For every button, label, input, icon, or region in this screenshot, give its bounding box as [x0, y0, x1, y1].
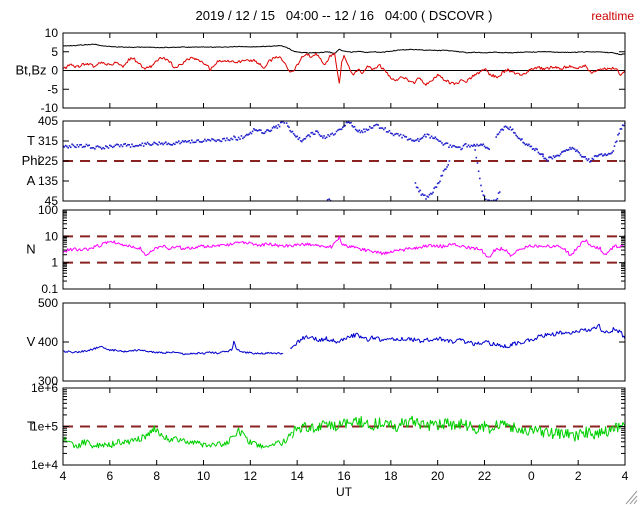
series-n	[63, 235, 625, 258]
panel-label-btbz: Bt,Bz	[15, 63, 46, 78]
series-bz	[63, 52, 625, 86]
x-tick-label: 8	[153, 469, 160, 483]
panel-temperature: 1e+6 1e+5 1e+4 T	[27, 381, 626, 472]
series-bt	[63, 43, 625, 56]
panel-label-v: V	[27, 334, 36, 349]
y-tick-label: 400	[38, 335, 58, 349]
y-tick-label: 1	[51, 256, 58, 270]
y-tick-label: 315	[38, 134, 58, 148]
series-v	[289, 323, 625, 349]
y-tick-label: 135	[38, 174, 58, 188]
x-tick-label: 22	[478, 469, 492, 483]
x-tick-label: 2	[575, 469, 582, 483]
series-t	[63, 425, 293, 449]
x-tick-label: 12	[244, 469, 258, 483]
series-v	[63, 340, 284, 356]
y-tick-label: 10	[45, 26, 59, 40]
panel-density: 100 10 1 0.1 N	[26, 203, 626, 296]
y-tick-label: 45	[45, 194, 59, 208]
panel-border	[62, 209, 626, 290]
resize-grip-icon	[618, 489, 638, 510]
x-tick-label: 10	[197, 469, 211, 483]
y-tick-label: 1e+6	[31, 381, 58, 395]
y-tick-label: 1e+5	[31, 420, 58, 434]
y-tick-label: 300	[38, 374, 58, 388]
x-tick-label: 18	[384, 469, 398, 483]
panel-phi: 405 315 225 135 45 T Phi A	[22, 114, 626, 208]
panel-label-a: A	[27, 173, 36, 188]
plot-title: 2019 / 12 / 15 04:00 -- 12 / 16 04:00 ( …	[195, 8, 493, 23]
realtime-badge: realtime	[591, 9, 634, 23]
series-t	[292, 415, 625, 442]
x-tick-label: 6	[106, 469, 113, 483]
x-tick-label: 0	[528, 469, 535, 483]
y-tick-label: 0	[51, 64, 58, 78]
y-tick-label: 225	[38, 154, 58, 168]
y-tick-label: -5	[47, 82, 58, 96]
y-tick-label: -10	[41, 101, 59, 115]
x-tick-label: 4	[622, 469, 629, 483]
x-tick-label: 14	[290, 469, 304, 483]
x-axis-title: UT	[336, 485, 352, 499]
x-axis-tick-labels: 4 6 8 10 12 14 16 18 20 22 0 2 4	[60, 469, 629, 483]
y-tick-label: 500	[38, 296, 58, 310]
x-tick-label: 16	[337, 469, 351, 483]
y-tick-label: 0.1	[41, 282, 58, 296]
panel-velocity: 500 400 300 V	[27, 296, 626, 388]
panel-bt-bz: 10 5 0 -5 -10 Bt,Bz	[15, 26, 626, 115]
y-tick-label: 405	[38, 114, 58, 128]
panel-label-n: N	[26, 242, 35, 257]
y-tick-label: 5	[51, 45, 58, 59]
panel-label-t: T	[27, 419, 35, 434]
panel-border	[62, 302, 626, 382]
y-tick-label: 1e+4	[31, 458, 58, 472]
panel-label-t: T	[27, 133, 35, 148]
x-tick-label: 4	[60, 469, 67, 483]
panel-label-phi: Phi	[22, 153, 41, 168]
x-tick-label: 20	[431, 469, 445, 483]
y-tick-label: 10	[45, 229, 59, 243]
y-tick-label: 100	[38, 203, 58, 217]
